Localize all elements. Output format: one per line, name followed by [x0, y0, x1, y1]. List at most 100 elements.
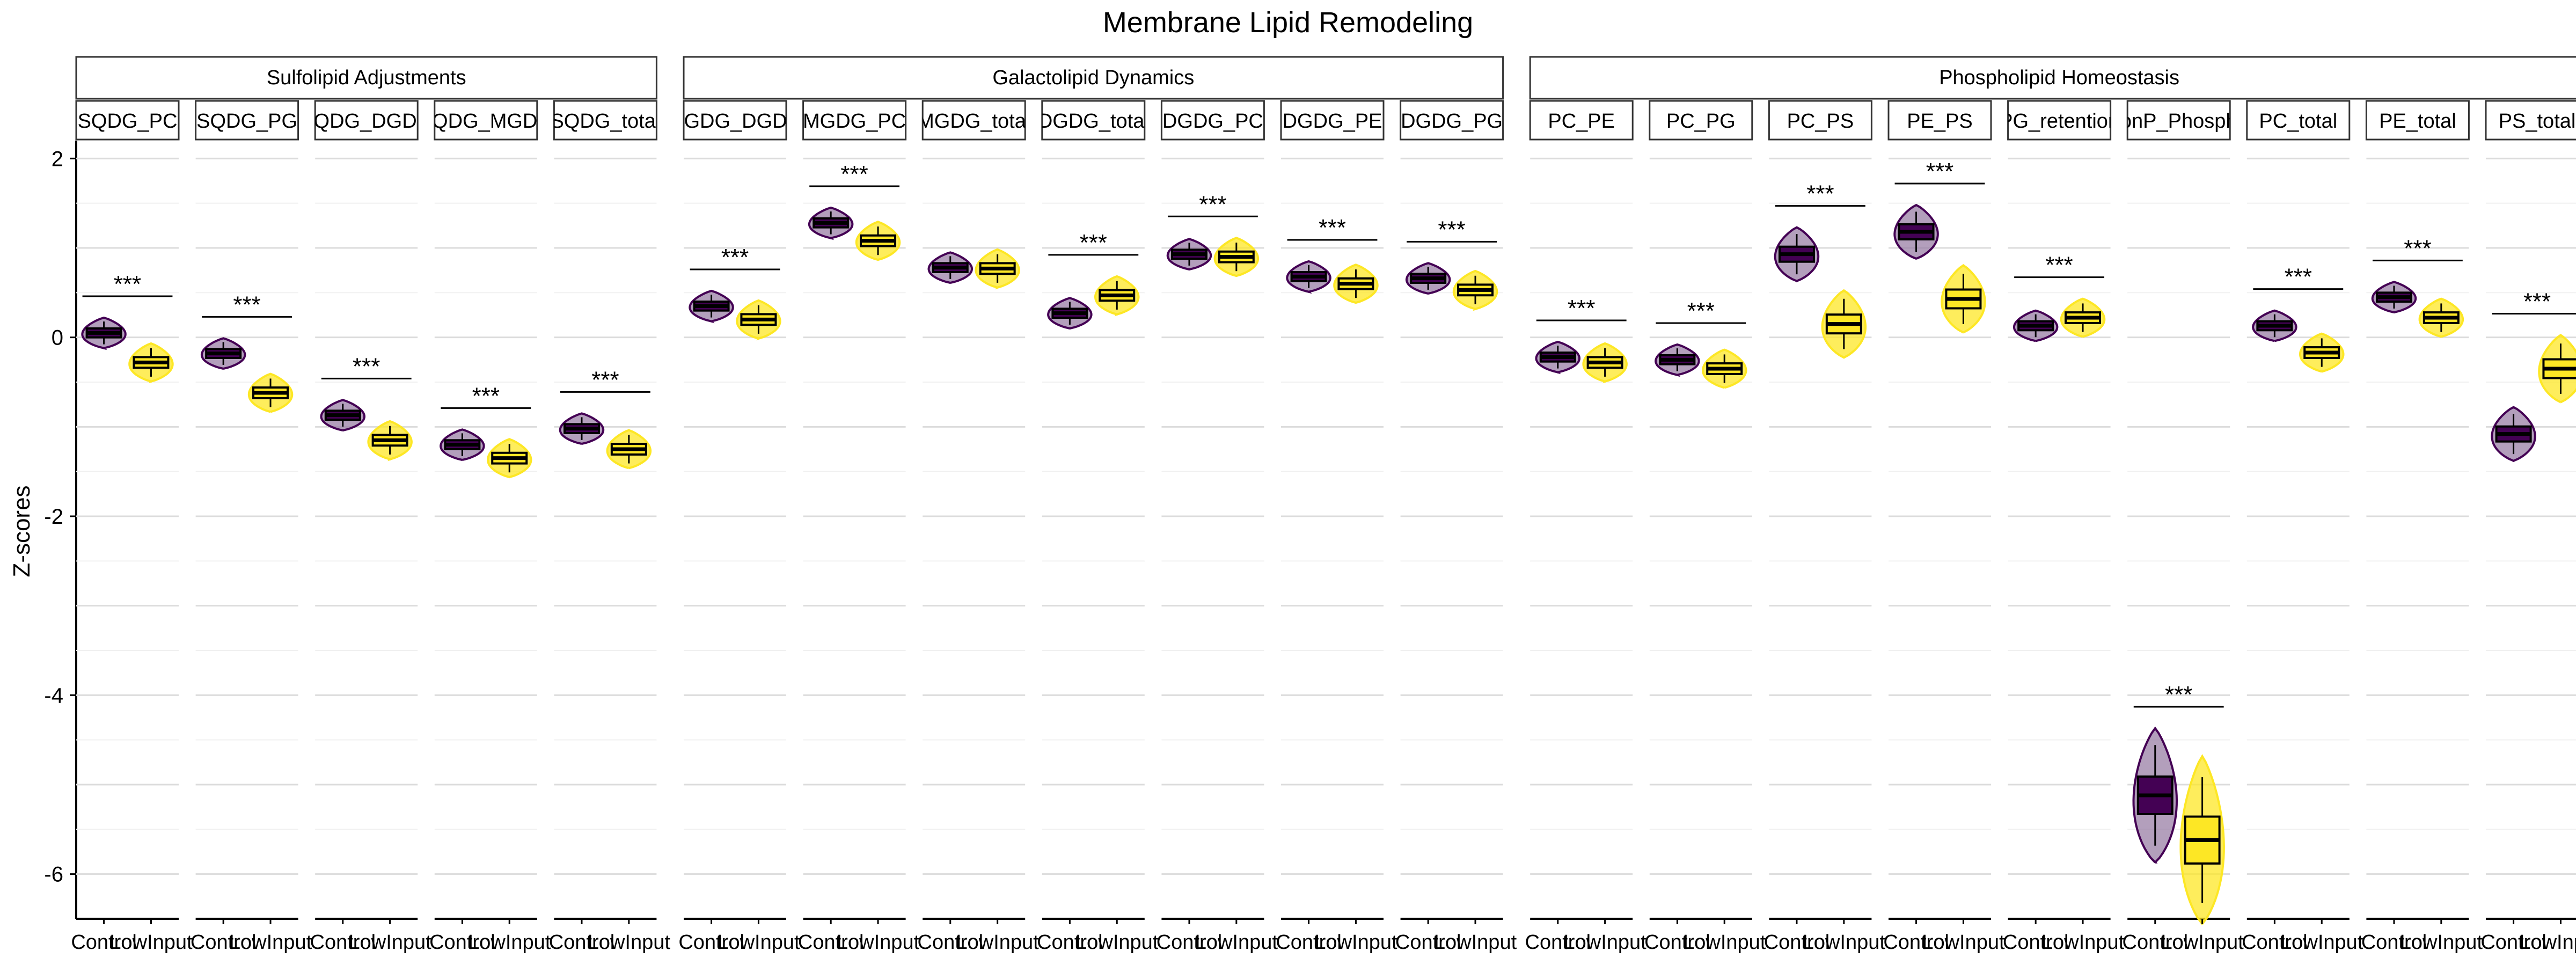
- facet-group-strip: [75, 56, 657, 100]
- significance-label: ***: [233, 291, 260, 318]
- significance-label: ***: [472, 383, 500, 409]
- facet-strip: [2126, 100, 2231, 141]
- x-tick-label: LowInput: [1683, 931, 1766, 954]
- significance-label: ***: [721, 244, 749, 270]
- facet-strip: [2246, 100, 2351, 141]
- facet-strip: [553, 100, 657, 141]
- x-tick-label: Control: [2361, 931, 2427, 954]
- facet-group-strip: [683, 56, 1504, 100]
- x-tick-label: LowInput: [2161, 931, 2244, 954]
- x-tick-label: Control: [1764, 931, 1830, 954]
- facet-strip: [195, 100, 299, 141]
- facet-strip: [2485, 100, 2576, 141]
- x-tick-label: LowInput: [588, 931, 671, 954]
- facet-strip-label: PC_PE: [1548, 110, 1615, 133]
- facet-strip: [1280, 100, 1385, 141]
- chart-title: Membrane Lipid Remodeling: [1103, 6, 1473, 39]
- x-tick-label: Control: [549, 931, 615, 954]
- facet-strip-label: nonP_Phospho: [2109, 110, 2249, 133]
- significance-label: ***: [1199, 191, 1226, 217]
- x-tick-label: Control: [1395, 931, 1461, 954]
- x-tick-label: LowInput: [837, 931, 920, 954]
- facet-strip-label: DGDG_PG: [1401, 110, 1503, 133]
- significance-label: ***: [591, 367, 619, 393]
- facet-strip: [1529, 100, 1634, 141]
- facet-strip-label: MGDG_DGDG: [667, 110, 803, 133]
- x-tick-label: LowInput: [468, 931, 551, 954]
- x-tick-label: LowInput: [1195, 931, 1278, 954]
- facet-strip: [2007, 100, 2112, 141]
- x-tick-label: LowInput: [1803, 931, 1886, 954]
- facet-strip-label: DGDG_PE: [1283, 110, 1382, 133]
- y-tick-label: -4: [44, 684, 63, 707]
- x-tick-label: LowInput: [956, 931, 1040, 954]
- significance-label: ***: [2165, 682, 2192, 708]
- x-tick-label: Control: [678, 931, 744, 954]
- x-tick-label: Control: [310, 931, 376, 954]
- x-tick-label: LowInput: [229, 931, 312, 954]
- facet-strip-label: SQDG_total: [550, 110, 660, 133]
- significance-label: ***: [1926, 158, 1953, 185]
- y-tick-label: -6: [44, 863, 63, 887]
- significance-label: ***: [1080, 230, 1107, 256]
- x-tick-label: Control: [429, 931, 495, 954]
- significance-label: ***: [840, 161, 868, 187]
- facet-strip: [1400, 100, 1504, 141]
- facet-group-strip: [1529, 56, 2576, 100]
- x-tick-label: LowInput: [1075, 931, 1159, 954]
- facet-strip-label: PG_retention: [1999, 110, 2119, 133]
- x-tick-label: LowInput: [717, 931, 800, 954]
- x-tick-label: Control: [1037, 931, 1103, 954]
- x-tick-label: Control: [1276, 931, 1342, 954]
- significance-label: ***: [2285, 264, 2312, 290]
- facet-strip: [802, 100, 907, 141]
- x-tick-label: LowInput: [1922, 931, 2005, 954]
- facet-strip: [434, 100, 538, 141]
- x-tick-label: LowInput: [2519, 931, 2576, 954]
- x-tick-label: Control: [1644, 931, 1710, 954]
- x-tick-label: Control: [1883, 931, 1949, 954]
- x-tick-label: Control: [2242, 931, 2308, 954]
- facet-strip: [921, 100, 1026, 141]
- x-tick-label: Control: [1525, 931, 1591, 954]
- y-tick-label: 2: [52, 147, 63, 171]
- x-tick-label: LowInput: [109, 931, 193, 954]
- significance-label: ***: [114, 271, 141, 297]
- significance-label: ***: [2523, 289, 2551, 315]
- significance-label: ***: [1438, 216, 1465, 243]
- x-tick-label: Control: [2003, 931, 2069, 954]
- facet-strip: [314, 100, 419, 141]
- facet-strip-label: DGDG_total: [1038, 110, 1149, 133]
- facet-strip-label: DGDG_PC: [1162, 110, 1263, 133]
- significance-label: ***: [1319, 215, 1346, 241]
- facet-strip: [1160, 100, 1265, 141]
- x-tick-label: LowInput: [349, 931, 432, 954]
- x-tick-label: LowInput: [1314, 931, 1397, 954]
- facet-strip-label: PE_PS: [1907, 110, 1973, 133]
- y-axis-label: Z-scores: [9, 485, 35, 577]
- facet-strip-label: MGDG_total: [917, 110, 1030, 133]
- significance-label: ***: [2404, 235, 2431, 261]
- facet-group-title: Phospholipid Homeostasis: [1939, 67, 2179, 89]
- x-tick-label: LowInput: [1564, 931, 1647, 954]
- x-tick-label: Control: [2123, 931, 2189, 954]
- x-tick-label: Control: [1157, 931, 1223, 954]
